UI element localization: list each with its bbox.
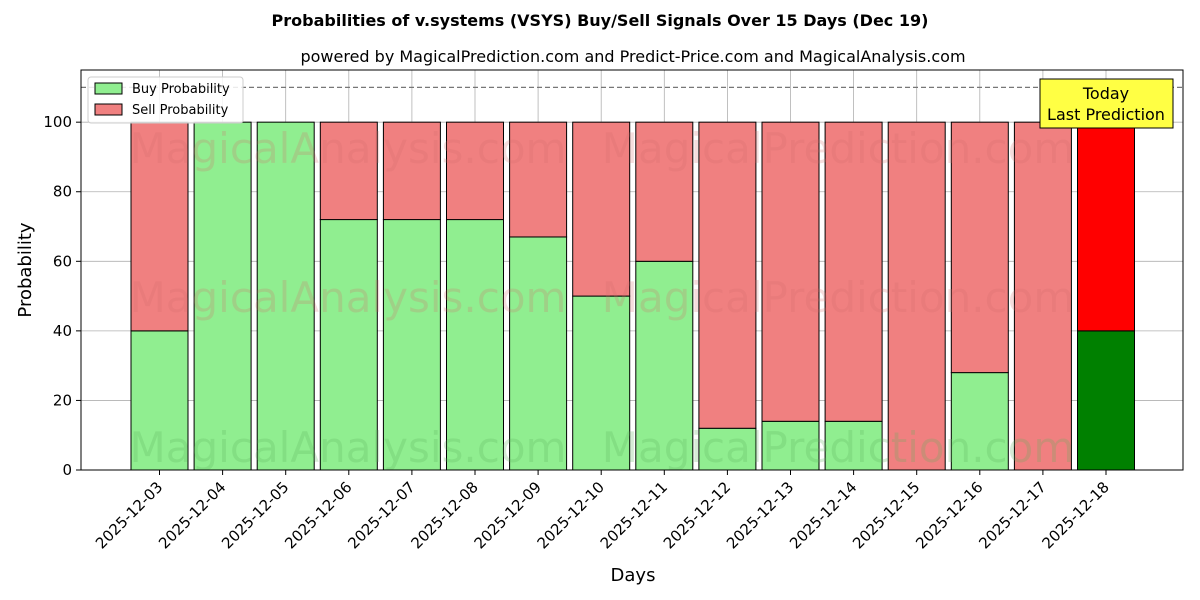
- x-tick-label: 2025-12-13: [723, 478, 797, 552]
- sell-bar: [572, 121, 631, 297]
- bars-layer: [130, 121, 1135, 471]
- x-tick-label: 2025-12-18: [1038, 478, 1112, 552]
- watermark-text: MagicalPrediction.com: [602, 273, 1075, 322]
- annotation-line2: Last Prediction: [1047, 105, 1165, 124]
- watermark-text: MagicalPrediction.com: [602, 124, 1075, 173]
- y-axis-label: Probability: [15, 222, 36, 317]
- watermark-text: MagicalAnalysis.com: [130, 273, 567, 322]
- sell-bar: [319, 121, 378, 221]
- y-axis: 0 20 40 60 80 100: [43, 113, 81, 479]
- x-tick-label: 2025-12-07: [344, 478, 418, 552]
- plot-frame: [80, 69, 1184, 471]
- sell-bar: [698, 121, 757, 429]
- buy-bar: [319, 219, 378, 471]
- watermark-text: MagicalAnalysis.com: [130, 423, 567, 472]
- x-tick-label: 2025-12-14: [786, 478, 860, 552]
- annotation-box: [1039, 78, 1174, 129]
- legend-label: Sell Probability: [132, 103, 229, 118]
- watermark-text: MagicalPrediction.com: [602, 423, 1075, 472]
- buy-bar: [761, 420, 820, 471]
- legend-box: [87, 76, 244, 124]
- x-tick-label: 2025-12-08: [407, 478, 481, 552]
- sell-bar: [950, 121, 1009, 374]
- buy-bar: [824, 420, 883, 471]
- x-tick-label: 2025-12-06: [281, 478, 355, 552]
- x-tick-label: 2025-12-05: [218, 478, 292, 552]
- chart-subtitle: powered by MagicalPrediction.com and Pre…: [300, 47, 965, 66]
- y-tick-label: 20: [53, 391, 72, 409]
- y-tick-label: 0: [62, 461, 72, 479]
- x-tick-label: 2025-12-03: [92, 478, 166, 552]
- legend-swatch: [94, 103, 123, 116]
- sell-bar: [1077, 121, 1135, 332]
- x-tick-label: 2025-12-17: [975, 478, 1049, 552]
- today-annotation: Today Last Prediction: [1039, 78, 1174, 129]
- sell-bar: [761, 121, 820, 422]
- watermark-text: MagicalAnalysis.com: [130, 124, 567, 173]
- sell-bar: [382, 121, 441, 221]
- x-tick-label: 2025-12-12: [660, 478, 734, 552]
- legend-swatch: [94, 82, 123, 95]
- y-tick-label: 40: [53, 322, 72, 340]
- sell-bar: [130, 121, 189, 332]
- buy-bar: [256, 121, 315, 471]
- buy-bar: [382, 219, 441, 471]
- x-tick-label: 2025-12-16: [912, 478, 986, 552]
- x-tick-label: 2025-12-04: [155, 478, 229, 552]
- annotation-line1: Today: [1082, 84, 1129, 103]
- buy-bar: [446, 219, 504, 471]
- buy-bar: [950, 372, 1009, 471]
- sell-bar: [824, 121, 883, 422]
- y-tick-label: 100: [43, 113, 72, 131]
- buy-bar: [509, 236, 568, 471]
- y-tick-label: 80: [53, 183, 72, 201]
- x-tick-label: 2025-12-09: [471, 478, 545, 552]
- x-axis-label: Days: [611, 565, 656, 586]
- sell-bar: [1013, 121, 1072, 471]
- sell-bar: [509, 121, 568, 238]
- legend: Buy Probability Sell Probability: [87, 76, 244, 124]
- x-tick-label: 2025-12-10: [534, 478, 608, 552]
- buy-bar: [572, 295, 631, 471]
- sell-bar: [635, 121, 694, 262]
- legend-label: Buy Probability: [132, 82, 230, 97]
- sell-bar: [887, 121, 946, 471]
- x-tick-label: 2025-12-15: [849, 478, 923, 552]
- chart-title: Probabilities of v.systems (VSYS) Buy/Se…: [272, 11, 929, 30]
- x-tick-label: 2025-12-11: [597, 478, 671, 552]
- buy-bar: [1077, 330, 1135, 471]
- y-tick-label: 60: [53, 252, 72, 270]
- buy-bar: [635, 260, 694, 471]
- x-axis: 2025-12-032025-12-042025-12-052025-12-06…: [92, 470, 1113, 552]
- sell-bar: [446, 121, 504, 221]
- watermark-layer: MagicalAnalysis.com MagicalPrediction.com…: [130, 124, 1075, 472]
